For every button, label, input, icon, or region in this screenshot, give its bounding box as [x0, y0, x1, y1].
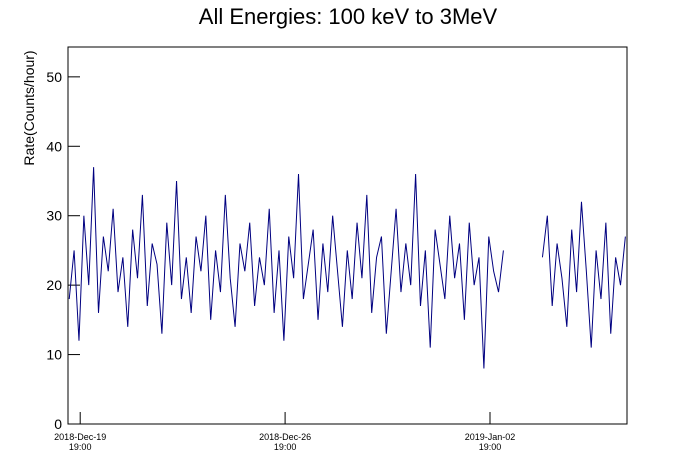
plot-frame: [67, 46, 628, 425]
x-tick-label: 19:00: [479, 442, 502, 452]
x-tick-label: 19:00: [69, 442, 92, 452]
y-tick-label: 50: [46, 69, 62, 85]
data-line: [68, 167, 626, 369]
x-tick-label: 2018-Dec-26: [259, 432, 311, 442]
y-tick-label: 40: [46, 138, 62, 154]
y-tick-label: 0: [54, 416, 62, 432]
chart-title: All Energies: 100 keV to 3MeV: [199, 4, 498, 29]
y-axis-label: Rate(Counts/hour): [21, 50, 37, 165]
y-tick-label: 20: [46, 277, 62, 293]
x-tick-label: 2019-Jan-02: [465, 432, 516, 442]
x-tick-label: 19:00: [274, 442, 297, 452]
y-tick-label: 10: [46, 347, 62, 363]
x-tick-label: 2018-Dec-19: [54, 432, 106, 442]
y-tick-label: 30: [46, 208, 62, 224]
